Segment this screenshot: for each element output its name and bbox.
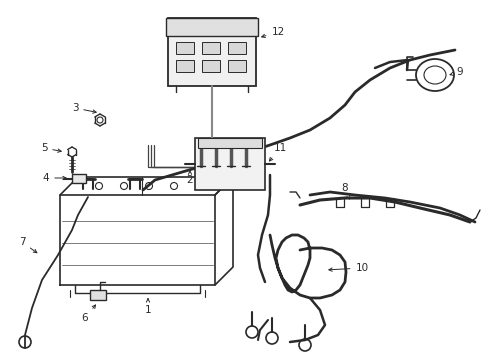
Bar — [168, 18, 256, 86]
Text: 5: 5 — [41, 143, 61, 153]
Text: 10: 10 — [328, 263, 368, 273]
Text: 11: 11 — [269, 143, 286, 161]
Text: 6: 6 — [81, 305, 95, 323]
Bar — [227, 60, 245, 72]
Bar — [90, 290, 106, 300]
Bar — [198, 138, 262, 148]
Text: 12: 12 — [261, 27, 284, 37]
Bar — [72, 174, 86, 183]
Text: 9: 9 — [449, 67, 462, 77]
Bar — [227, 42, 245, 54]
Bar — [202, 60, 220, 72]
Bar — [195, 138, 264, 190]
Bar — [176, 42, 194, 54]
Text: 7: 7 — [19, 237, 37, 253]
Bar — [176, 60, 194, 72]
Text: 4: 4 — [42, 173, 66, 183]
Bar — [202, 42, 220, 54]
Text: 2: 2 — [186, 171, 193, 185]
Text: 8: 8 — [341, 183, 349, 199]
Text: 1: 1 — [144, 299, 151, 315]
Text: 3: 3 — [72, 103, 96, 113]
Bar — [165, 18, 258, 36]
